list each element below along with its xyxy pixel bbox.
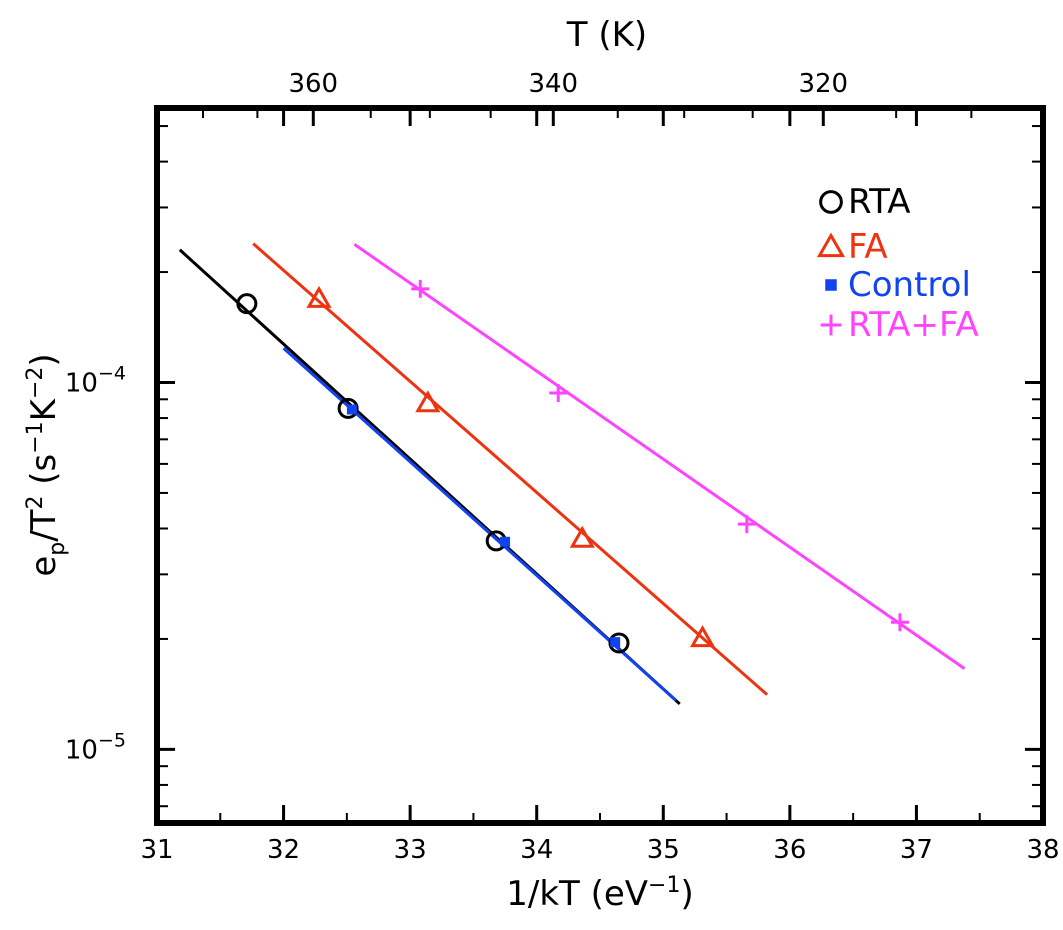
legend-marker-rta [819,190,843,214]
point-fa-0 [306,285,332,308]
point-fa-1 [415,390,441,413]
legend-marker-control [825,279,837,291]
data-points [236,279,909,654]
point-rta-fa-2 [737,515,756,534]
y-axis-title: ep/T2 (s−1K−2) [23,353,70,576]
legend-marker-rta-fa [820,314,842,336]
point-rta-fa-1 [549,384,568,403]
top-axis-title: T (K) [566,15,647,55]
point-rta-1 [337,397,359,419]
y-tick-label-−5: 10−5 [65,729,126,765]
legend-label-rta: RTA [848,182,911,222]
x-tick-label-38: 38 [1026,835,1059,865]
x-tick-label-32: 32 [267,835,300,865]
fit-lines [178,242,966,706]
point-rta-0 [236,293,258,315]
x-axis-title: 1/kT (eV−1) [506,873,694,914]
fit-line-fa [252,242,769,696]
point-control-2 [610,637,621,648]
point-fa-3 [689,625,716,648]
legend-label-rta-fa: RTA+FA [848,305,979,345]
legend-label-fa: FA [848,227,888,267]
x-tick-label-37: 37 [900,835,933,865]
top-tick-label-340: 340 [528,69,578,99]
x-tick-label-31: 31 [140,835,173,865]
y-tick-label-−4: 10−4 [65,362,126,398]
point-rta-fa-3 [890,613,909,632]
point-fa-2 [569,525,595,548]
legend-label-control: Control [848,265,971,305]
point-rta-3 [608,632,630,654]
top-tick-label-360: 360 [288,69,338,99]
x-tick-label-34: 34 [520,835,553,865]
x-tick-label-35: 35 [647,835,680,865]
x-tick-label-33: 33 [394,835,427,865]
legend-marker-fa [816,232,846,258]
x-tick-label-36: 36 [773,835,806,865]
top-tick-label-320: 320 [798,69,848,99]
point-rta-fa-0 [411,279,430,298]
point-control-1 [500,536,511,547]
fit-line-rta-fa [353,243,966,670]
axis-ticks: 31 32 33 34 35 36 37 38 360 340 320 10−5 10−4 [65,69,1060,865]
point-control-0 [346,404,357,415]
